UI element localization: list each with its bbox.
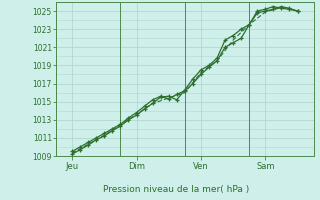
Text: Pression niveau de la mer( hPa ): Pression niveau de la mer( hPa ) [103,185,249,194]
